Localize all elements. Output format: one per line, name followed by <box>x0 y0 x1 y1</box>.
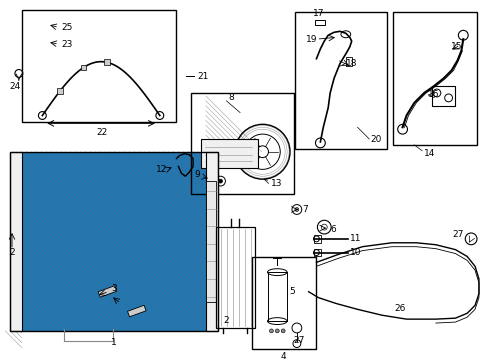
Text: 18: 18 <box>345 59 357 68</box>
Text: 27: 27 <box>451 230 463 239</box>
Circle shape <box>294 207 298 211</box>
Bar <box>205 181 215 302</box>
Bar <box>22 152 205 331</box>
Text: 22: 22 <box>96 128 107 137</box>
Bar <box>98 286 117 297</box>
Text: 21: 21 <box>197 72 208 81</box>
Bar <box>127 305 146 317</box>
Bar <box>431 86 454 106</box>
Text: 24: 24 <box>9 82 20 91</box>
Bar <box>10 152 217 331</box>
Bar <box>57 88 63 94</box>
Text: 4: 4 <box>280 352 285 360</box>
Text: 5: 5 <box>288 287 294 296</box>
Bar <box>313 235 321 243</box>
Bar <box>294 12 386 149</box>
Text: 15: 15 <box>449 42 461 51</box>
Bar <box>10 152 22 331</box>
Text: 3: 3 <box>111 284 116 293</box>
Bar <box>313 249 321 256</box>
Text: 27: 27 <box>292 336 304 345</box>
Bar <box>191 93 293 194</box>
Circle shape <box>281 329 285 333</box>
Text: 16: 16 <box>427 90 439 99</box>
Text: 12: 12 <box>156 165 167 174</box>
Text: 10: 10 <box>349 248 361 257</box>
Text: 2: 2 <box>223 316 228 325</box>
Text: 14: 14 <box>423 149 435 158</box>
Bar <box>81 64 86 71</box>
Text: 7: 7 <box>301 205 307 214</box>
Bar <box>315 19 325 26</box>
Bar <box>205 152 217 331</box>
Circle shape <box>269 329 273 333</box>
Bar <box>251 257 316 348</box>
Bar <box>392 12 476 145</box>
Bar <box>267 272 286 321</box>
Circle shape <box>218 179 222 183</box>
Text: 11: 11 <box>349 234 361 243</box>
Circle shape <box>275 329 279 333</box>
Bar <box>345 57 351 66</box>
Text: 2: 2 <box>9 248 15 257</box>
Text: 9: 9 <box>194 170 200 179</box>
Text: 1: 1 <box>111 338 116 347</box>
Text: 25: 25 <box>61 23 72 32</box>
Text: 17: 17 <box>312 9 324 18</box>
Text: 6: 6 <box>329 225 335 234</box>
Text: 20: 20 <box>369 135 381 144</box>
Bar <box>201 139 257 168</box>
Text: 19: 19 <box>305 35 317 44</box>
Text: 13: 13 <box>271 179 283 188</box>
Text: 8: 8 <box>228 93 234 102</box>
Bar <box>104 59 110 65</box>
Bar <box>215 227 254 328</box>
Text: 23: 23 <box>61 40 72 49</box>
Text: 26: 26 <box>394 304 406 313</box>
Bar <box>22 10 176 122</box>
